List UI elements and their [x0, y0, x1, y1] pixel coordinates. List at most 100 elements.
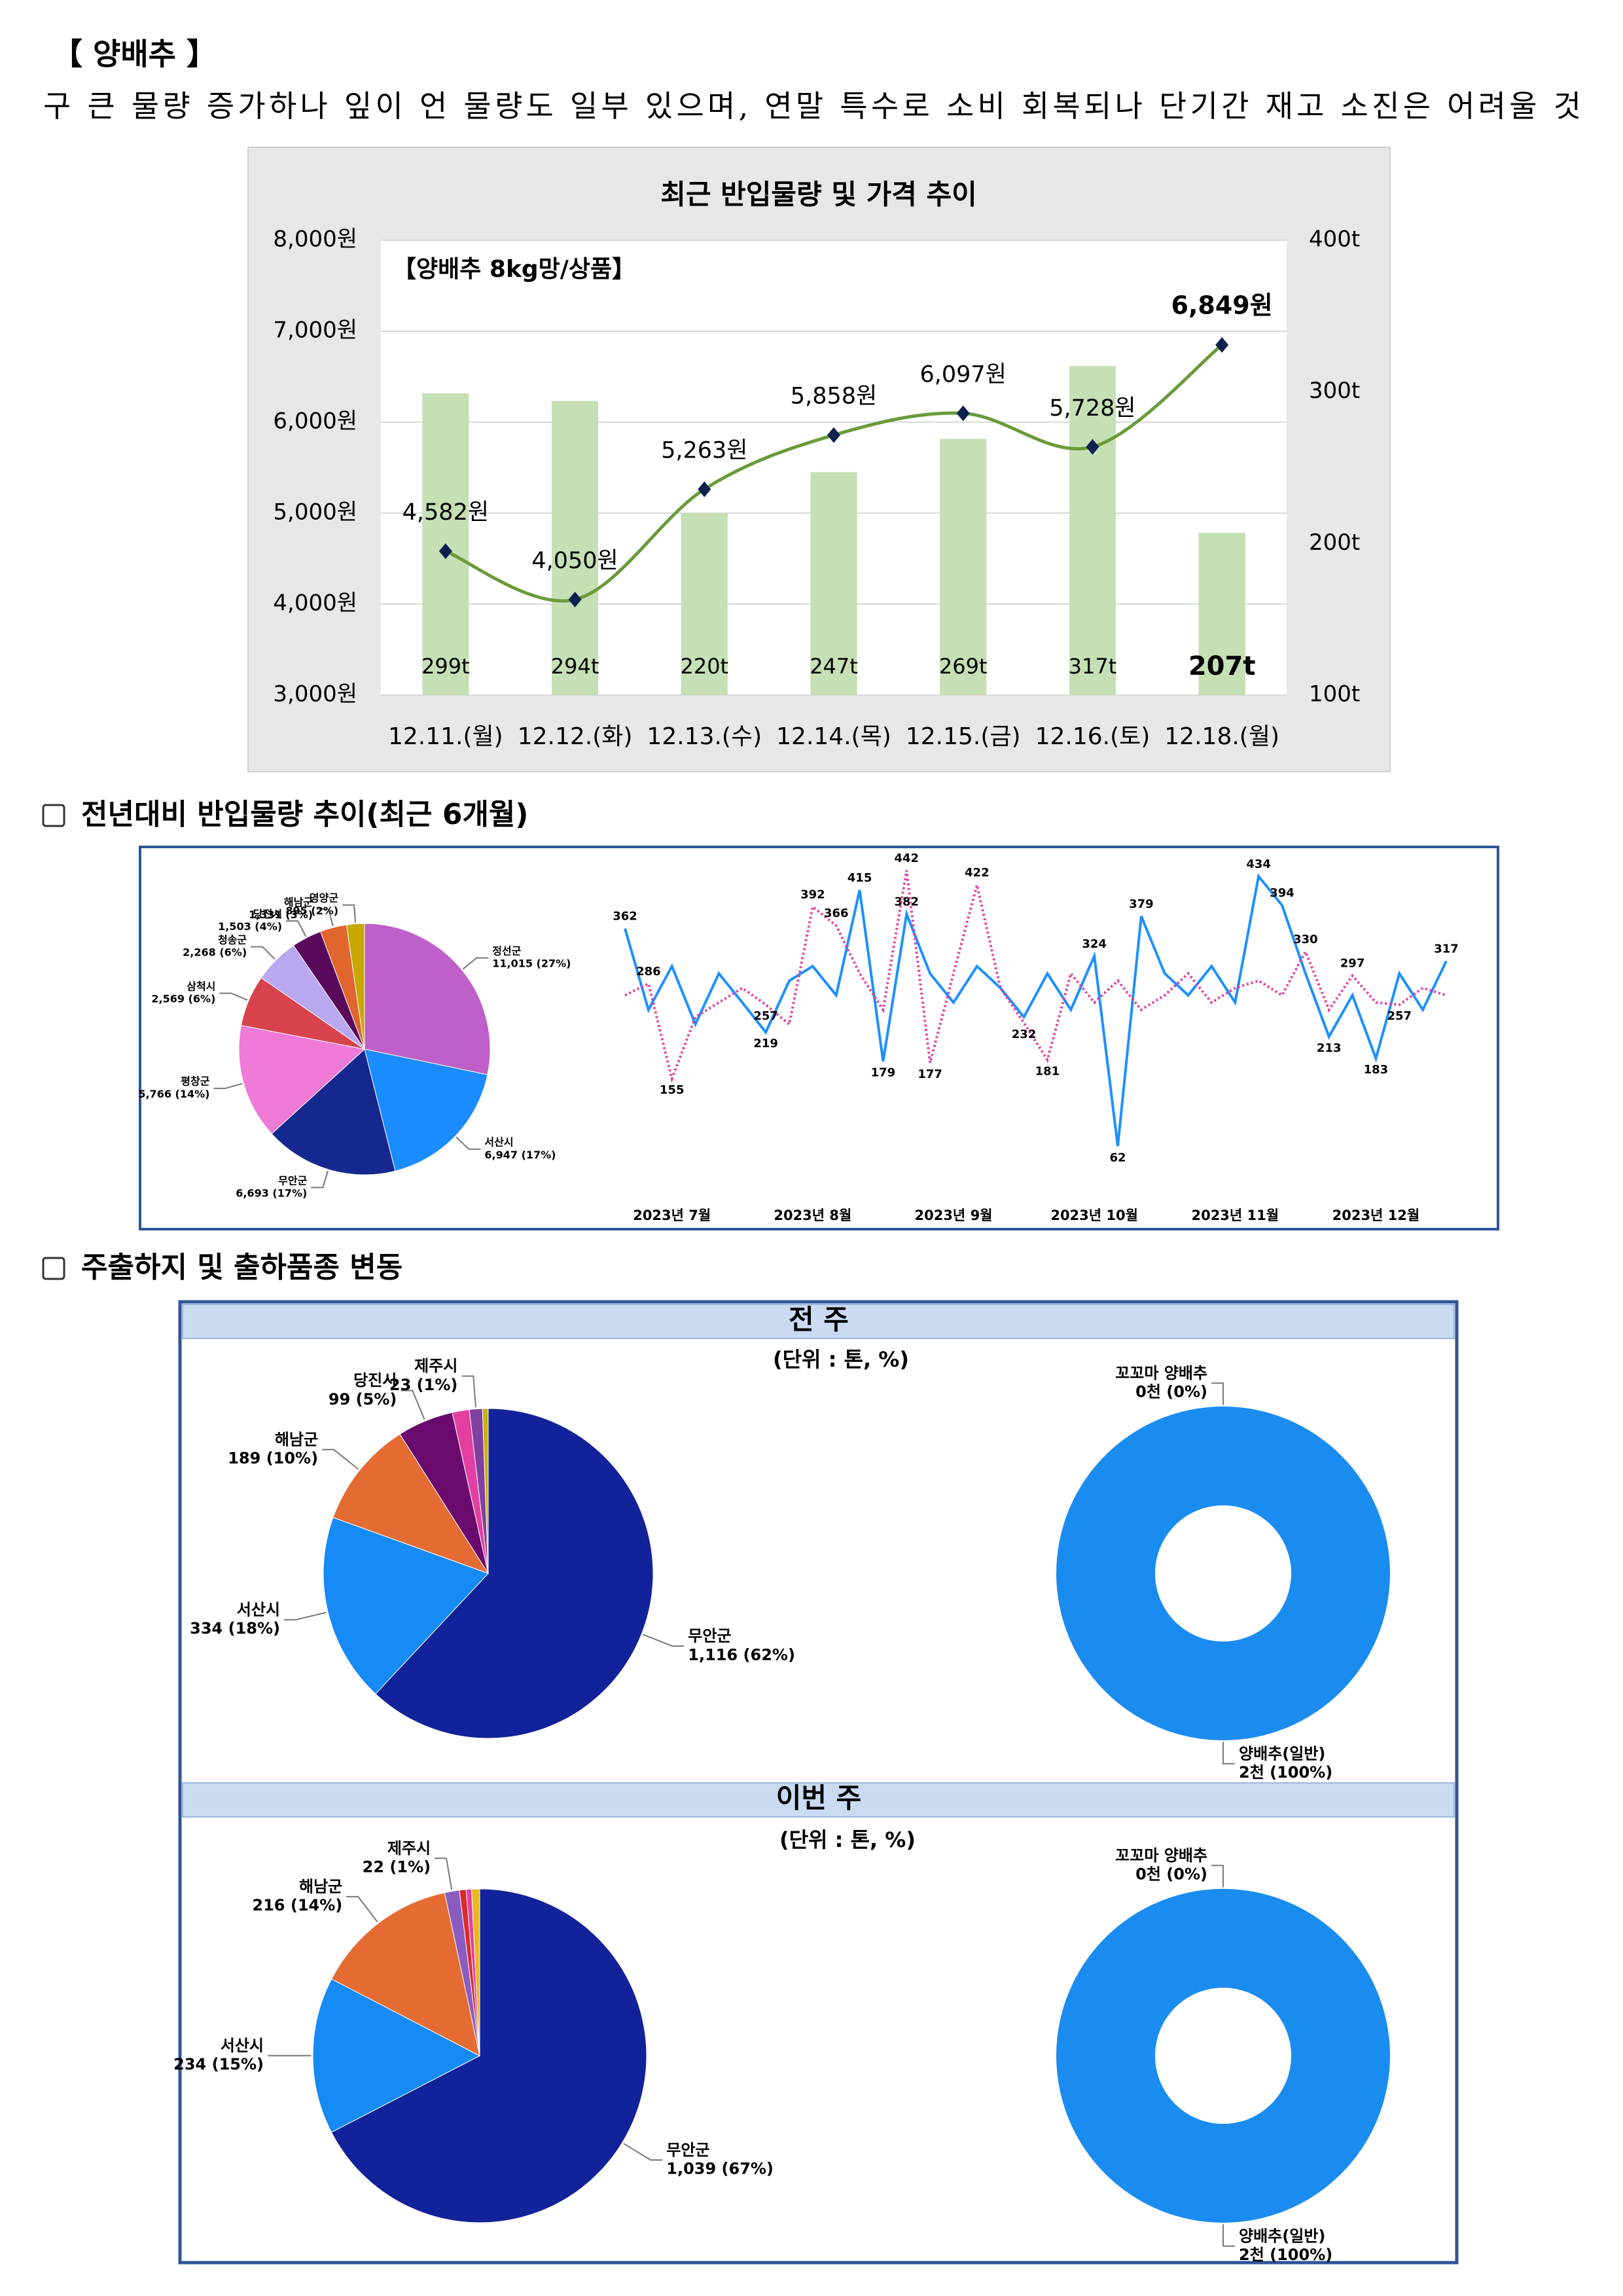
slice-value-label: 23 (1%) — [389, 1376, 457, 1394]
point-label: 297 — [1340, 957, 1365, 971]
slice-label: 무안군 — [688, 1627, 731, 1645]
slice-label: 무안군 — [666, 2141, 709, 2159]
slice — [238, 1025, 366, 1135]
x-tick-label: 12.18.(월) — [1164, 723, 1279, 750]
point-label: 155 — [660, 1083, 685, 1097]
slice-label: 양배추(일반) — [1239, 1744, 1325, 1763]
point-label: 213 — [1317, 1041, 1342, 1055]
slice — [346, 923, 365, 1050]
point-label: 362 — [613, 910, 637, 924]
slice-label: 평창군 — [181, 1075, 209, 1088]
point-label: 219 — [753, 1037, 778, 1050]
y2-tick-label: 300t — [1309, 378, 1360, 404]
checkbox — [42, 1257, 65, 1280]
chart-title: 최근 반입물량 및 가격 추이 — [660, 179, 977, 211]
slice-label: 해남군 — [299, 1877, 342, 1895]
bar-value-label: 317t — [1069, 654, 1117, 679]
x-tick-label: 12.12.(화) — [518, 723, 633, 750]
bar — [1198, 533, 1245, 695]
chart-annotation: 【양배추 8kg망/상품】 — [393, 256, 635, 283]
leader-line — [286, 920, 307, 937]
leader-line — [284, 1611, 327, 1621]
leader-line — [461, 1375, 476, 1408]
leader-line — [1222, 2224, 1235, 2247]
page-title: 【 양배추 】 — [52, 37, 217, 72]
point-label: 181 — [1035, 1064, 1060, 1078]
slice — [332, 1433, 490, 1574]
slice-label: 꼬꼬마 양배추 — [1115, 1846, 1207, 1865]
slice-label: 서산시 — [221, 2036, 264, 2054]
bar-value-label: 220t — [680, 654, 728, 679]
leader-line — [643, 1634, 685, 1647]
point-label: 177 — [918, 1067, 942, 1081]
leader-line — [1222, 1742, 1235, 1765]
x-tick-label: 12.11.(월) — [388, 723, 503, 750]
bar-value-label: 269t — [939, 654, 988, 679]
panel-header-band — [182, 1304, 1455, 1339]
y2-tick-label: 100t — [1309, 681, 1360, 708]
panel-header: 이번 주 — [776, 1782, 862, 1814]
slice-label: 해남군 — [284, 896, 313, 908]
slice-label: 정선군 — [492, 945, 521, 958]
section-title: 주출하지 및 출하품종 변동 — [81, 1251, 402, 1284]
slice-value-label: 1,503 (4%) — [218, 920, 282, 933]
price-marker — [1215, 336, 1229, 353]
slice-value-label: 1,039 (67%) — [666, 2160, 774, 2178]
slice — [271, 1049, 396, 1175]
unit-label: (단위 : 톤, %) — [779, 1827, 916, 1852]
slice-value-label: 2,569 (6%) — [151, 993, 215, 1005]
slice-value-label: 2천 (100%) — [1239, 1763, 1332, 1782]
slice-value-label: 334 (18%) — [190, 1619, 280, 1638]
slice-value-label: 0천 (0%) — [1135, 1865, 1207, 1884]
point-label: 324 — [1082, 937, 1107, 951]
slice — [364, 1049, 488, 1172]
slice-value-label: 216 (14%) — [252, 1896, 342, 1914]
section-title: 전년대비 반입물량 추이(최근 6개월) — [81, 798, 529, 831]
x-tick-label: 12.15.(금) — [906, 723, 1021, 750]
slice-value-label: 22 (1%) — [363, 1858, 431, 1876]
bar — [681, 513, 728, 695]
panel-header-band — [182, 1782, 1455, 1818]
slice-label: 무안군 — [278, 1174, 307, 1187]
point-label: 232 — [1012, 1028, 1037, 1041]
point-label: 62 — [1109, 1151, 1126, 1164]
price-label: 4,582원 — [402, 499, 489, 526]
y-tick-label: 4,000원 — [273, 590, 357, 617]
point-label: 415 — [847, 871, 872, 885]
slice-label: 양배추(일반) — [1239, 2227, 1325, 2245]
slice — [482, 1408, 489, 1574]
leader-line — [1211, 1382, 1224, 1405]
point-label: 183 — [1364, 1063, 1389, 1077]
slice — [364, 923, 491, 1075]
leader-line — [462, 957, 489, 970]
slice-value-label: 6,693 (17%) — [236, 1187, 307, 1200]
leader-line — [251, 946, 276, 960]
x-tick-label: 2023년 9월 — [914, 1208, 992, 1223]
leader-line — [1211, 1865, 1224, 1888]
leader-line — [219, 992, 248, 1001]
slice — [323, 1516, 489, 1695]
slice-label: 청송군 — [218, 934, 247, 946]
slice-label: 꼬꼬마 양배추 — [1115, 1364, 1207, 1382]
slice-label: 제주시 — [414, 1357, 457, 1375]
leader-line — [435, 1857, 453, 1890]
leader-line — [213, 1083, 243, 1089]
point-label: 286 — [636, 965, 661, 978]
bar — [940, 439, 987, 695]
summary: 구 큰 물량 증가하나 잎이 언 물량도 일부 있으며, 연말 특수로 소비 회… — [43, 88, 1581, 124]
x-tick-label: 12.13.(수) — [647, 723, 762, 750]
point-label: 257 — [1387, 1009, 1412, 1023]
leader-line — [322, 1448, 359, 1470]
bar-value-label: 294t — [551, 654, 599, 679]
slice — [375, 1408, 654, 1739]
price-marker — [698, 481, 711, 497]
slice-label: 해남군 — [275, 1430, 318, 1448]
leader-line — [346, 1895, 378, 1922]
x-tick-label: 2023년 7월 — [633, 1208, 711, 1223]
slice-value-label: 11,015 (27%) — [492, 958, 571, 970]
point-label: 257 — [753, 1009, 778, 1023]
slice — [330, 1888, 647, 2223]
bar — [810, 472, 857, 695]
